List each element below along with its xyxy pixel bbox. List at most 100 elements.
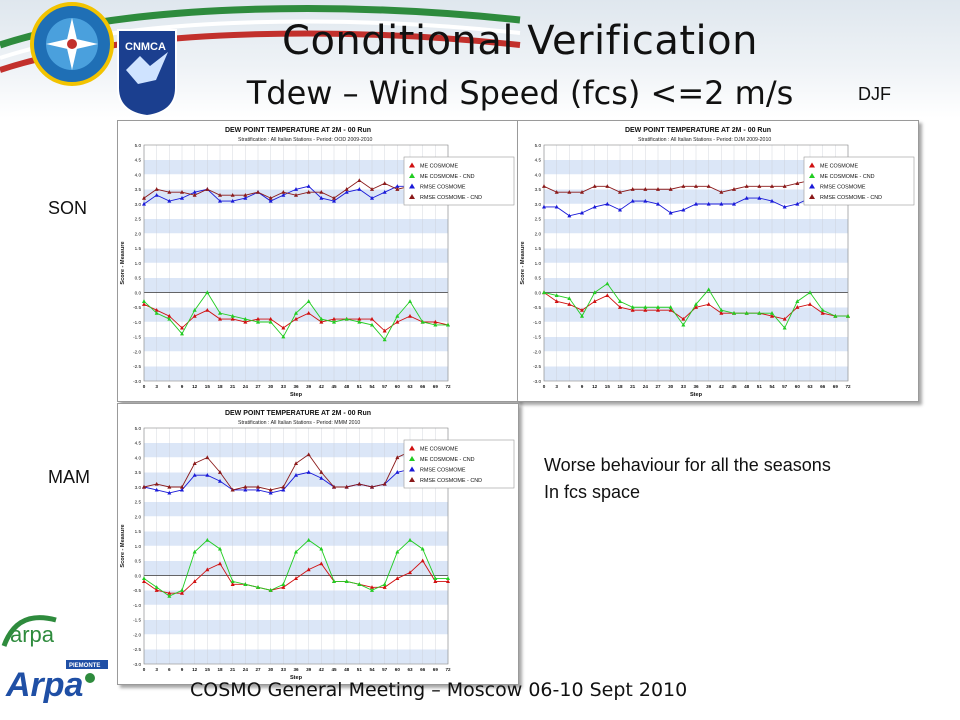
y-tick-label: -0.5 — [533, 305, 541, 310]
data-point — [243, 195, 248, 200]
x-tick-label: 27 — [255, 667, 261, 672]
x-tick-label: 33 — [281, 667, 287, 672]
data-point — [256, 487, 260, 492]
data-point — [218, 546, 222, 551]
data-point — [605, 281, 610, 286]
y-tick-label: 5.0 — [535, 143, 542, 148]
y-tick-label: 3.5 — [535, 187, 542, 192]
x-tick-label: 51 — [357, 384, 363, 389]
y-tick-label: 4.0 — [135, 455, 142, 460]
x-tick-label: 45 — [731, 384, 737, 389]
season-label-mam: MAM — [48, 467, 90, 487]
x-tick-label: 60 — [395, 667, 401, 672]
data-point — [344, 190, 349, 194]
data-point — [142, 201, 146, 206]
data-point — [382, 190, 387, 194]
data-point — [332, 319, 336, 324]
y-tick-label: 1.5 — [135, 246, 142, 251]
data-point — [542, 204, 546, 209]
data-point — [592, 204, 597, 209]
x-tick-label: 12 — [592, 384, 598, 389]
data-point — [605, 293, 610, 298]
y-tick-label: -2.5 — [133, 364, 141, 369]
data-point — [332, 316, 336, 321]
arpa-piemonte-logo-icon: PIEMONTE Arpa — [5, 660, 108, 704]
data-point — [542, 290, 546, 295]
x-tick-label: 45 — [331, 667, 337, 672]
legend-label: RMSE COSMOME - CND — [420, 478, 482, 484]
data-point — [218, 316, 222, 321]
data-point — [643, 198, 648, 203]
y-tick-label: 5.0 — [135, 143, 142, 148]
data-point — [306, 299, 311, 303]
y-tick-label: -3.0 — [133, 662, 141, 667]
data-point — [205, 567, 210, 572]
x-tick-label: 15 — [205, 384, 211, 389]
data-point — [344, 316, 349, 321]
data-point — [243, 316, 248, 321]
data-point — [395, 184, 400, 188]
data-point — [243, 484, 248, 489]
y-tick-label: 1.0 — [135, 544, 142, 549]
data-point — [294, 576, 298, 581]
x-tick-label: 42 — [719, 384, 725, 389]
x-tick-label: 30 — [268, 667, 274, 672]
x-tick-label: 60 — [395, 384, 401, 389]
data-point — [382, 585, 387, 589]
chart-title: DEW POINT TEMPERATURE AT 2M - 00 Run — [225, 127, 371, 134]
data-point — [281, 334, 286, 339]
data-point — [344, 484, 349, 489]
data-point — [294, 461, 298, 465]
legend-label: RMSE COSMOME - CND — [420, 195, 482, 201]
x-tick-label: 3 — [155, 667, 158, 672]
y-tick-label: 2.5 — [135, 500, 142, 505]
data-point — [154, 481, 159, 486]
data-point — [256, 319, 260, 324]
x-tick-label: 57 — [782, 384, 788, 389]
legend-box — [403, 156, 515, 206]
y-tick-label: 4.5 — [135, 441, 142, 446]
x-tick-label: 69 — [833, 384, 839, 389]
data-point — [281, 484, 286, 489]
y-tick-label: 0.5 — [535, 276, 542, 281]
legend-marker — [409, 456, 415, 461]
data-point — [408, 570, 412, 575]
page-subtitle: Tdew – Wind Speed (fcs) <=2 m/s — [246, 74, 794, 112]
data-point — [420, 558, 425, 563]
x-tick-label: 21 — [630, 384, 636, 389]
x-tick-label: 18 — [617, 384, 623, 389]
x-tick-label: 30 — [668, 384, 674, 389]
data-point — [681, 207, 686, 212]
legend-marker — [809, 194, 815, 199]
y-tick-label: -2.0 — [133, 632, 141, 637]
legend-label: RMSE COSMOME - CND — [820, 195, 882, 201]
data-point — [618, 190, 622, 194]
data-point — [808, 302, 812, 306]
legend-label: ME COSMOME — [420, 164, 458, 170]
data-point — [332, 198, 336, 203]
x-tick-label: 69 — [433, 384, 439, 389]
data-point — [656, 305, 660, 309]
x-tick-label: 21 — [230, 667, 236, 672]
data-point — [154, 308, 159, 312]
data-point — [180, 591, 184, 595]
data-point — [668, 305, 673, 309]
data-point — [643, 305, 648, 309]
data-point — [205, 290, 210, 295]
comment-line-2: In fcs space — [544, 482, 641, 502]
data-point — [205, 473, 210, 477]
y-tick-label: 2.5 — [535, 217, 542, 222]
data-point — [192, 308, 197, 312]
data-point — [395, 319, 400, 324]
data-point — [408, 537, 412, 542]
data-point — [370, 585, 374, 589]
data-point — [395, 576, 400, 581]
data-point — [744, 310, 749, 315]
data-point — [180, 484, 184, 489]
data-point — [268, 195, 273, 200]
x-tick-label: 15 — [605, 384, 611, 389]
chart-subtitle: Stratification : All Italian Stations - … — [238, 137, 372, 143]
data-point — [567, 302, 572, 306]
data-point — [719, 201, 724, 206]
data-point — [592, 184, 597, 188]
